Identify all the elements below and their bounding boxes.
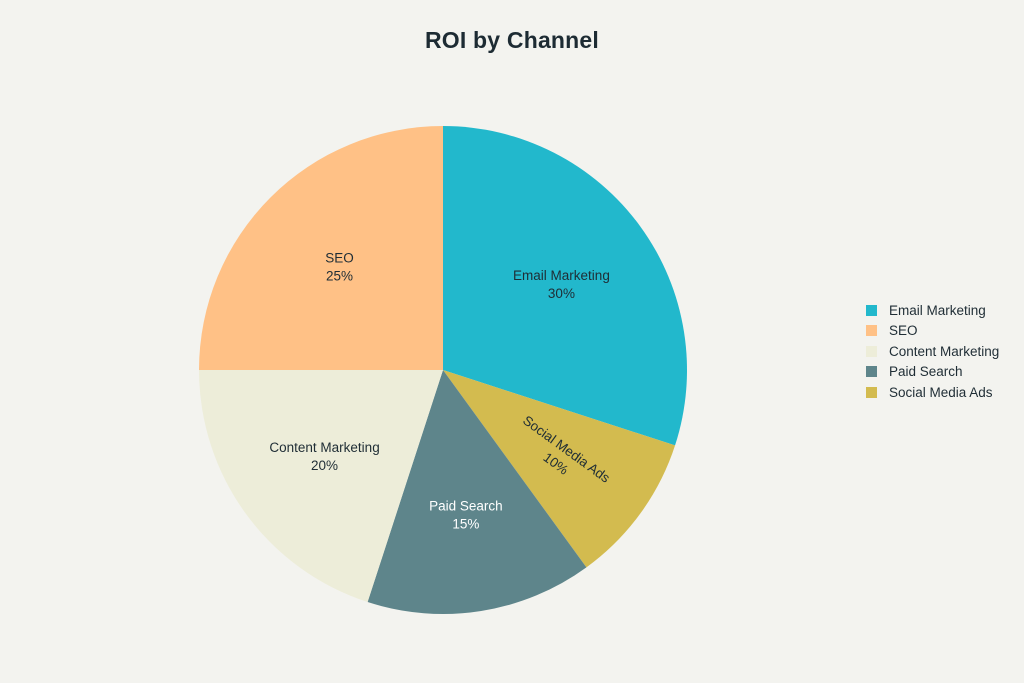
slice-value: 30% [548,286,575,301]
legend-item-paid-search: Paid Search [866,362,999,383]
slice-label-content-marketing: Content Marketing 20% [269,440,379,473]
pie-slice-social-media-ads [443,370,676,568]
slice-label-email-marketing: Email Marketing 30% [513,268,610,301]
legend-item-email-marketing: Email Marketing [866,300,999,321]
legend-label: Paid Search [889,364,963,380]
pie-slice-content-marketing [199,370,443,603]
pie-slice-seo [199,126,443,370]
legend-swatch [866,386,877,398]
slice-value: 25% [326,268,353,283]
legend: Email Marketing SEO Content Marketing Paid … [866,300,999,403]
legend-swatch [866,325,877,337]
slice-value: 20% [311,458,338,473]
legend-swatch [866,345,877,357]
slice-value: 15% [452,517,479,532]
legend-swatch [866,304,877,316]
legend-label: Content Marketing [889,343,1000,359]
slice-name: SEO [325,250,354,265]
slice-label-paid-search: Paid Search 15% [429,499,503,532]
slice-name: Paid Search [429,499,503,514]
slice-label-seo: SEO 25% [325,250,354,283]
legend-label: SEO [889,323,918,339]
slice-name: Content Marketing [269,440,379,455]
chart-title: ROI by Channel [424,27,600,53]
legend-item-social-media-ads: Social Media Ads [866,382,999,403]
legend-item-content-marketing: Content Marketing [866,341,999,362]
pie-slice-paid-search [367,370,587,614]
legend-label: Social Media Ads [889,384,993,400]
legend-swatch [866,366,877,378]
slice-name: Email Marketing [513,268,610,283]
legend-item-seo: SEO [866,321,999,342]
legend-label: Email Marketing [889,302,986,318]
pie-slice-email-marketing [443,126,688,446]
